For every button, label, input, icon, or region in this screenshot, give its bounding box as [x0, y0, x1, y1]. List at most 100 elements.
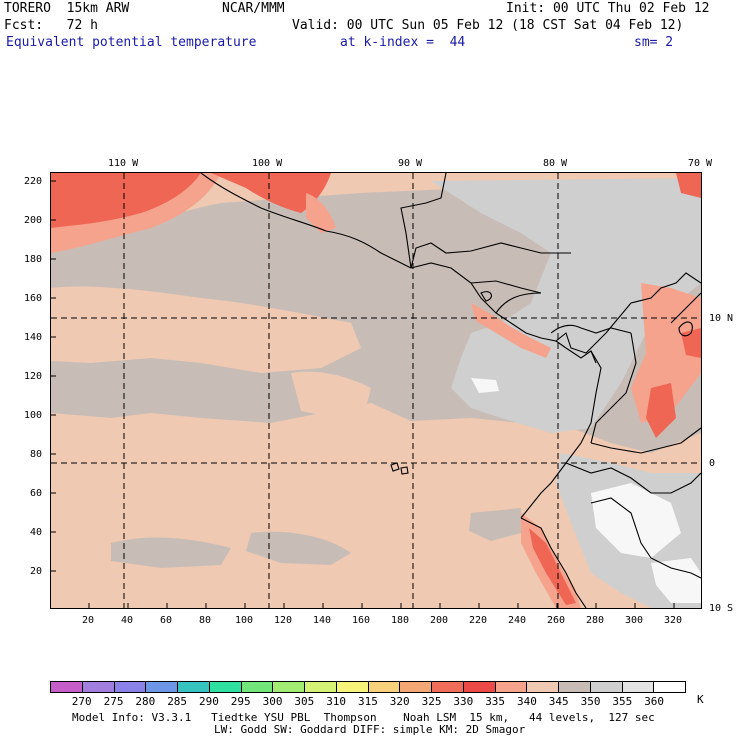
- x-tick-label: 180: [391, 615, 410, 626]
- smoothing-label: sm= 2: [634, 35, 674, 50]
- colorbar-tick-label: 315: [358, 695, 378, 708]
- grey-patch: [246, 531, 351, 565]
- lon-label: 80 W: [543, 158, 568, 169]
- tan-patch: [291, 371, 371, 418]
- colorbar-tick-label: 335: [485, 695, 506, 708]
- graticule: [51, 173, 701, 608]
- model-info-line1: Model Info: V3.3.1 Tiedtke YSU PBL Thomp…: [72, 711, 655, 724]
- colorbar-swatch: [209, 682, 242, 692]
- colorbar-swatch: [463, 682, 496, 692]
- colorbar-tick-label: 360: [644, 695, 665, 708]
- colorbar-tick-label: 350: [580, 695, 601, 708]
- y-tick-label: 40: [30, 527, 43, 538]
- warm-region: [529, 528, 576, 605]
- x-tick-label: 20: [82, 615, 95, 626]
- x-tick-label: 260: [547, 615, 566, 626]
- colorbar-tick-label: 275: [103, 695, 124, 708]
- colorbar-tick-label: 300: [262, 695, 283, 708]
- white-patch: [591, 483, 681, 558]
- y-tick-label: 160: [24, 293, 43, 304]
- colorbar-swatch: [336, 682, 369, 692]
- tick-marks: [51, 180, 675, 608]
- valid-time-label: Valid: 00 UTC Sun 05 Feb 12 (18 CST Sat …: [292, 18, 684, 33]
- level-label: at k-index = 44: [340, 35, 466, 50]
- warm-region: [211, 173, 331, 213]
- y-tick-label: 140: [24, 332, 43, 343]
- field-name-label: Equivalent potential temperature: [6, 35, 257, 50]
- colorbar-swatch: [622, 682, 655, 692]
- colorbar-swatch: [146, 682, 178, 692]
- lat-label: 10 S: [709, 603, 734, 614]
- colorbar-swatch: [82, 682, 115, 692]
- model-title: TORERO 15km ARW: [4, 1, 130, 16]
- x-tick-label: 280: [586, 615, 605, 626]
- light-grey-region: [431, 178, 701, 433]
- colorbar-tick-label: 305: [294, 695, 315, 708]
- colorbar-tick-label: 340: [517, 695, 537, 708]
- colorbar-swatch: [178, 682, 210, 692]
- lon-label: 90 W: [398, 158, 423, 169]
- map-panel: [50, 172, 702, 609]
- lat-label: 0: [709, 458, 716, 469]
- x-tick-label: 220: [469, 615, 488, 626]
- colorbar-tick-label: 320: [389, 695, 410, 708]
- colorbar-swatch: [51, 682, 83, 692]
- colorbar-tick-label: 290: [199, 695, 219, 708]
- colorbar-swatch: [527, 682, 559, 692]
- warm-region: [306, 193, 336, 233]
- x-tick-label: 60: [160, 615, 173, 626]
- colorbar-swatch: [654, 682, 685, 692]
- colorbar-tick-label: 325: [421, 695, 442, 708]
- y-tick-label: 200: [24, 215, 43, 226]
- lon-label: 100 W: [252, 158, 283, 169]
- colorbar: [50, 681, 686, 693]
- colorbar-tick-label: 280: [135, 695, 156, 708]
- colorbar-tick-label: 285: [167, 695, 188, 708]
- x-tick-label: 120: [274, 615, 293, 626]
- theta-e-field: [51, 173, 701, 608]
- colorbar-swatch: [559, 682, 591, 692]
- colorbar-tick-label: 330: [453, 695, 474, 708]
- tan-patch: [51, 286, 361, 373]
- colorbar-swatch: [400, 682, 432, 692]
- colorbar-tick-label: 270: [71, 695, 92, 708]
- x-tick-label: 200: [430, 615, 449, 626]
- white-patch: [471, 378, 499, 393]
- grey-patch: [469, 508, 521, 541]
- x-tick-label: 320: [664, 615, 683, 626]
- colorbar-tick-label: 295: [230, 695, 251, 708]
- y-tick-label: 60: [30, 488, 43, 499]
- x-tick-label: 80: [199, 615, 212, 626]
- colorbar-swatch: [114, 682, 147, 692]
- x-tick-label: 40: [121, 615, 134, 626]
- lat-label: 10 N: [709, 313, 734, 324]
- colorbar-swatch: [273, 682, 305, 692]
- y-tick-label: 100: [24, 410, 43, 421]
- colorbar-unit: K: [697, 693, 704, 706]
- y-tick-label: 180: [24, 254, 43, 265]
- model-info-line2: LW: Godd SW: Goddard DIFF: simple KM: 2D…: [214, 723, 526, 736]
- x-tick-label: 300: [625, 615, 644, 626]
- warm-region: [471, 303, 551, 358]
- organization-label: NCAR/MMM: [222, 1, 285, 16]
- colorbar-swatch: [590, 682, 623, 692]
- colorbar-swatch: [368, 682, 401, 692]
- colorbar-tick-label: 355: [612, 695, 633, 708]
- init-time-label: Init: 00 UTC Thu 02 Feb 12: [506, 1, 710, 16]
- y-tick-label: 20: [30, 566, 43, 577]
- warm-region: [676, 173, 701, 198]
- x-tick-label: 240: [508, 615, 527, 626]
- warm-region: [51, 173, 201, 228]
- y-tick-label: 220: [24, 176, 43, 187]
- x-tick-label: 100: [235, 615, 254, 626]
- colorbar-tick-label: 345: [548, 695, 569, 708]
- colorbar-swatch: [432, 682, 464, 692]
- grey-patch: [111, 537, 231, 568]
- white-patch: [651, 558, 701, 603]
- colorbar-swatch: [495, 682, 528, 692]
- colorbar-tick-label: 310: [326, 695, 347, 708]
- y-tick-label: 80: [30, 449, 43, 460]
- y-tick-label: 120: [24, 371, 43, 382]
- lon-label: 70 W: [688, 158, 713, 169]
- forecast-hour-label: Fcst: 72 h: [4, 18, 98, 33]
